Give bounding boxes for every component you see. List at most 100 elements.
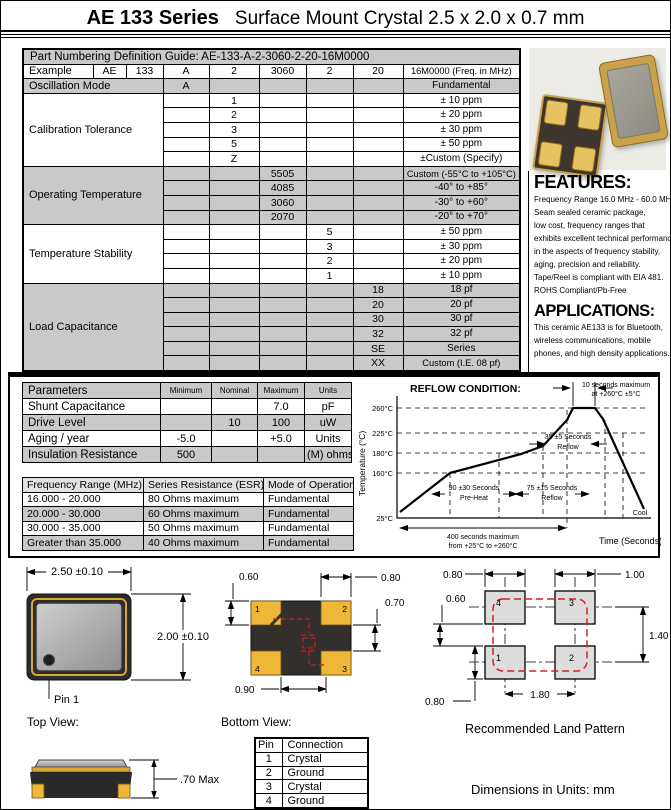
- top-view-drawing: 2.50 ±0.10 2.00 ±0.10 Pin 1: [26, 565, 212, 706]
- crystal-bottom-photo: [532, 93, 608, 179]
- bottom-view-drawing: 1 2 4 3 0: [225, 572, 405, 696]
- table-row: 16.000 - 20.000 80 Ohms maximum Fundamen…: [22, 491, 354, 507]
- feature-line: in the aspects of frequency stability,: [534, 247, 661, 256]
- svg-text:400 seconds maximum: 400 seconds maximum: [447, 534, 519, 541]
- pin-connection-table: Pin Connection 1 Crystal 2 Ground 3 Crys…: [254, 737, 369, 809]
- features-heading: FEATURES:: [534, 172, 632, 192]
- divider: [1, 37, 670, 38]
- svg-text:Pre-Heat: Pre-Heat: [460, 495, 488, 502]
- divider: [1, 34, 670, 35]
- svg-text:260°C: 260°C: [372, 404, 394, 413]
- reflow-gridlines: [397, 407, 649, 528]
- page-title: AE 133 Series Surface Mount Crystal 2.5 …: [1, 1, 670, 32]
- pin1-label: Pin 1: [54, 694, 79, 706]
- specs-section-frame: [8, 372, 660, 558]
- svg-text:1: 1: [255, 604, 260, 614]
- dimension-lines: [225, 573, 381, 693]
- svg-text:35 ±5 Seconds: 35 ±5 Seconds: [545, 434, 592, 441]
- table-row: Oscillation Mode A Fundamental: [22, 78, 521, 94]
- dimensions-note: Dimensions in Units: mm: [471, 782, 615, 797]
- svg-text:1.40: 1.40: [649, 631, 669, 642]
- dimension-labels: 0.80 1.00 0.60 1.40 0.80: [425, 570, 669, 708]
- table-row: Parameters Minimum Nominal Maximum Units: [22, 382, 352, 399]
- svg-text:0.60: 0.60: [239, 572, 259, 583]
- table-row: Z ±Custom (Specify): [23, 151, 521, 167]
- svg-text:180°C: 180°C: [372, 449, 394, 458]
- application-line: This ceramic AE133 is for Bluetooth,: [534, 323, 663, 332]
- table-row: 2 Ground: [254, 765, 369, 781]
- feature-line: exhibits excellent technical performance: [534, 234, 671, 243]
- svg-text:90 ±30 Seconds: 90 ±30 Seconds: [449, 485, 500, 492]
- crystal-top-photo: [597, 53, 670, 149]
- reflow-ytick-labels: 260°C 225°C 180°C 160°C 25°C: [372, 404, 394, 523]
- series-title: AE 133 Series: [86, 7, 219, 29]
- table-row: Load Capacitance 18 18 pf: [22, 282, 521, 372]
- table-row: 30.000 - 35.000 50 Ohms maximum Fundamen…: [22, 520, 354, 536]
- svg-text:3: 3: [342, 664, 347, 674]
- table-row: 1 Crystal: [254, 751, 369, 767]
- table-row: Aging / year -5.0 +5.0 Units: [22, 430, 352, 447]
- svg-text:Reflow: Reflow: [541, 495, 563, 502]
- bottom-view-caption: Bottom View:: [221, 715, 292, 729]
- table-row: 1 ± 10 ppm: [23, 267, 521, 284]
- esr-table: Frequency Range (MHz) Series Resistance …: [22, 477, 354, 551]
- crystal-package-bottom: 1 2 4 3: [250, 600, 352, 676]
- reflow-profile: [399, 406, 646, 513]
- feature-line: Frequency Range 16.0 MHz - 60.0 MHz: [534, 195, 671, 204]
- dimension-lines: [129, 759, 177, 799]
- application-line: wireless communications, mobile: [534, 336, 651, 345]
- reflow-chart: REFLOW CONDITION: Temperature (°C) 260°C…: [357, 382, 661, 550]
- svg-text:1.00: 1.00: [625, 570, 645, 581]
- feature-line: low cost, frequency ranges that: [534, 221, 645, 230]
- svg-text:Reflow: Reflow: [557, 444, 579, 451]
- pad-numbers: 1 2 4 3: [255, 604, 347, 674]
- application-line: phones, and high density applications.: [534, 349, 670, 358]
- svg-text:from +25°C to +260°C: from +25°C to +260°C: [448, 542, 517, 550]
- svg-text:4: 4: [255, 664, 260, 674]
- gold-pads: [250, 600, 352, 676]
- table-row: Pin Connection: [254, 737, 369, 753]
- svg-text:75 ±15 Seconds: 75 ±15 Seconds: [527, 485, 578, 492]
- svg-text:225°C: 225°C: [372, 429, 394, 438]
- product-photo: [529, 48, 670, 179]
- reflow-xlabel: Time (Seconds): [599, 536, 661, 546]
- svg-text:2: 2: [569, 653, 574, 663]
- svg-text:0.80: 0.80: [425, 697, 445, 708]
- pin1-marker: [43, 654, 55, 666]
- dimension-lines: [433, 569, 649, 702]
- dimension-label: .70 Max: [180, 774, 220, 786]
- table-row: Part Numbering Definition Guide: AE-133-…: [22, 48, 521, 65]
- svg-text:25°C: 25°C: [376, 514, 393, 523]
- pad-numbers: 4 3 1 2: [496, 598, 574, 663]
- table-row: 2 ± 20 ppm: [23, 253, 521, 269]
- svg-text:3: 3: [569, 598, 574, 608]
- applications-heading: APPLICATIONS:: [534, 302, 655, 320]
- svg-text:0.80: 0.80: [381, 573, 401, 584]
- guide-title: Part Numbering Definition Guide: AE-133-…: [22, 48, 521, 65]
- crystal-symbol: [273, 618, 325, 666]
- parameters-table: Parameters Minimum Nominal Maximum Units…: [22, 382, 352, 463]
- table-row: 3 ± 30 ppm: [23, 238, 521, 255]
- svg-text:0.90: 0.90: [235, 685, 255, 696]
- svg-text:10 seconds maximum: 10 seconds maximum: [582, 382, 650, 389]
- side-view-drawing: .70 Max: [30, 759, 220, 799]
- part-numbering-table: Part Numbering Definition Guide: AE-133-…: [22, 48, 522, 373]
- table-row: Frequency Range (MHz) Series Resistance …: [22, 477, 354, 493]
- table-row: Operating Temperature 5505 Custom (-55°C…: [22, 165, 521, 226]
- table-row: 3 Crystal: [254, 779, 369, 795]
- top-view-caption: Top View:: [27, 715, 79, 729]
- feature-line: aging, precision and reliability.: [534, 260, 641, 269]
- dimension-label: 1.80: [530, 690, 550, 701]
- table-row: Insulation Resistance 500 (M) ohms: [22, 446, 352, 463]
- crystal-package-side: [30, 759, 132, 799]
- height-dimension: 2.00 ±0.10: [157, 631, 209, 643]
- features-panel: FEATURES: Frequency Range 16.0 MHz - 60.…: [528, 171, 670, 372]
- table-row: 20.000 - 30.000 60 Ohms maximum Fundamen…: [22, 506, 354, 522]
- crystal-package-top: [26, 593, 132, 681]
- table-row: Greater than 35.000 40 Ohms maximum Fund…: [22, 535, 354, 551]
- svg-text:0.70: 0.70: [385, 598, 405, 609]
- reflow-title: REFLOW CONDITION:: [410, 383, 521, 395]
- width-dimension: 2.50 ±0.10: [51, 566, 103, 578]
- package-outline-dashed: [492, 598, 588, 672]
